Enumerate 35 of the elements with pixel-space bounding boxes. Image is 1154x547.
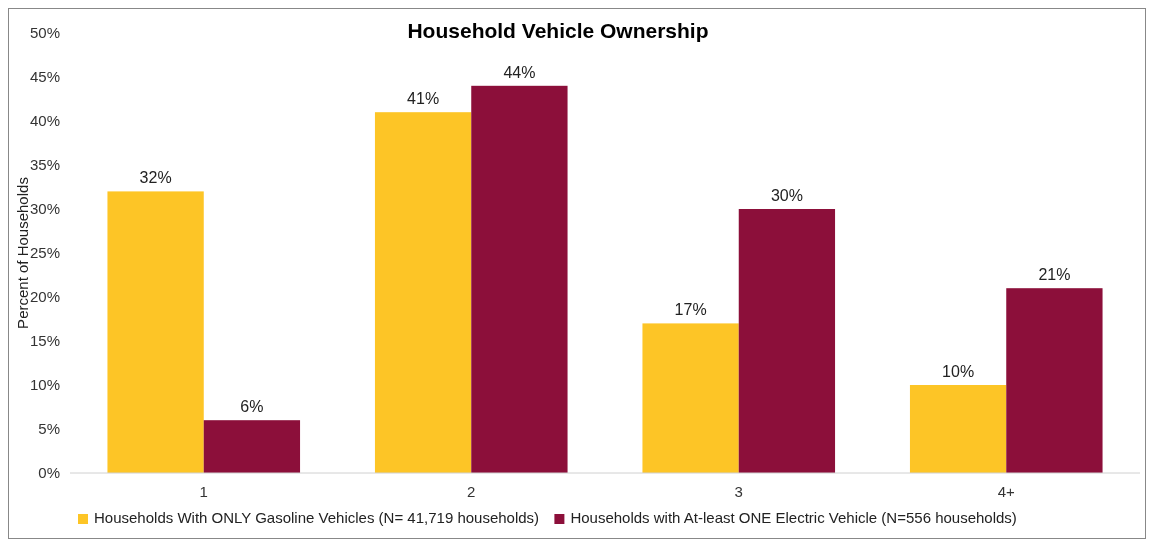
y-tick-label: 45% bbox=[29, 68, 60, 85]
x-tick-label: 3 bbox=[734, 483, 743, 500]
legend-label: Households With ONLY Gasoline Vehicles (N= 41,719 households) bbox=[94, 509, 540, 526]
chart-title: Household Vehicle Ownership bbox=[407, 19, 709, 42]
bar bbox=[107, 191, 204, 473]
x-tick-label: 2 bbox=[467, 483, 476, 500]
data-label: 17% bbox=[674, 301, 707, 319]
x-tick-label: 1 bbox=[199, 483, 208, 500]
y-tick-label: 10% bbox=[29, 376, 60, 393]
data-label: 44% bbox=[503, 63, 536, 81]
y-tick-label: 15% bbox=[29, 332, 60, 349]
y-axis-title: Percent of Households bbox=[14, 177, 31, 329]
bar bbox=[203, 420, 301, 473]
y-tick-label: 40% bbox=[29, 112, 60, 129]
bar bbox=[471, 85, 568, 473]
y-tick-label: 25% bbox=[29, 244, 60, 261]
x-tick-label: 4+ bbox=[997, 483, 1016, 500]
y-tick-label: 30% bbox=[29, 200, 60, 217]
bar bbox=[1006, 288, 1103, 473]
y-tick-label: 20% bbox=[29, 288, 60, 305]
bar bbox=[909, 385, 1007, 473]
bar bbox=[374, 112, 472, 473]
y-tick-label: 5% bbox=[38, 420, 60, 437]
data-label: 41% bbox=[407, 90, 440, 108]
y-tick-label: 0% bbox=[38, 464, 60, 481]
data-label: 32% bbox=[139, 169, 172, 187]
data-label: 6% bbox=[240, 398, 264, 416]
y-tick-label: 50% bbox=[29, 24, 60, 41]
data-label: 21% bbox=[1038, 266, 1071, 284]
data-label: 30% bbox=[770, 187, 803, 204]
y-tick-label: 35% bbox=[29, 156, 60, 173]
data-label: 10% bbox=[942, 363, 975, 380]
bar bbox=[642, 323, 739, 473]
legend-label: Households with At-least ONE Electric Vehicle (N=556 households) bbox=[570, 509, 1017, 526]
bar bbox=[738, 209, 836, 473]
